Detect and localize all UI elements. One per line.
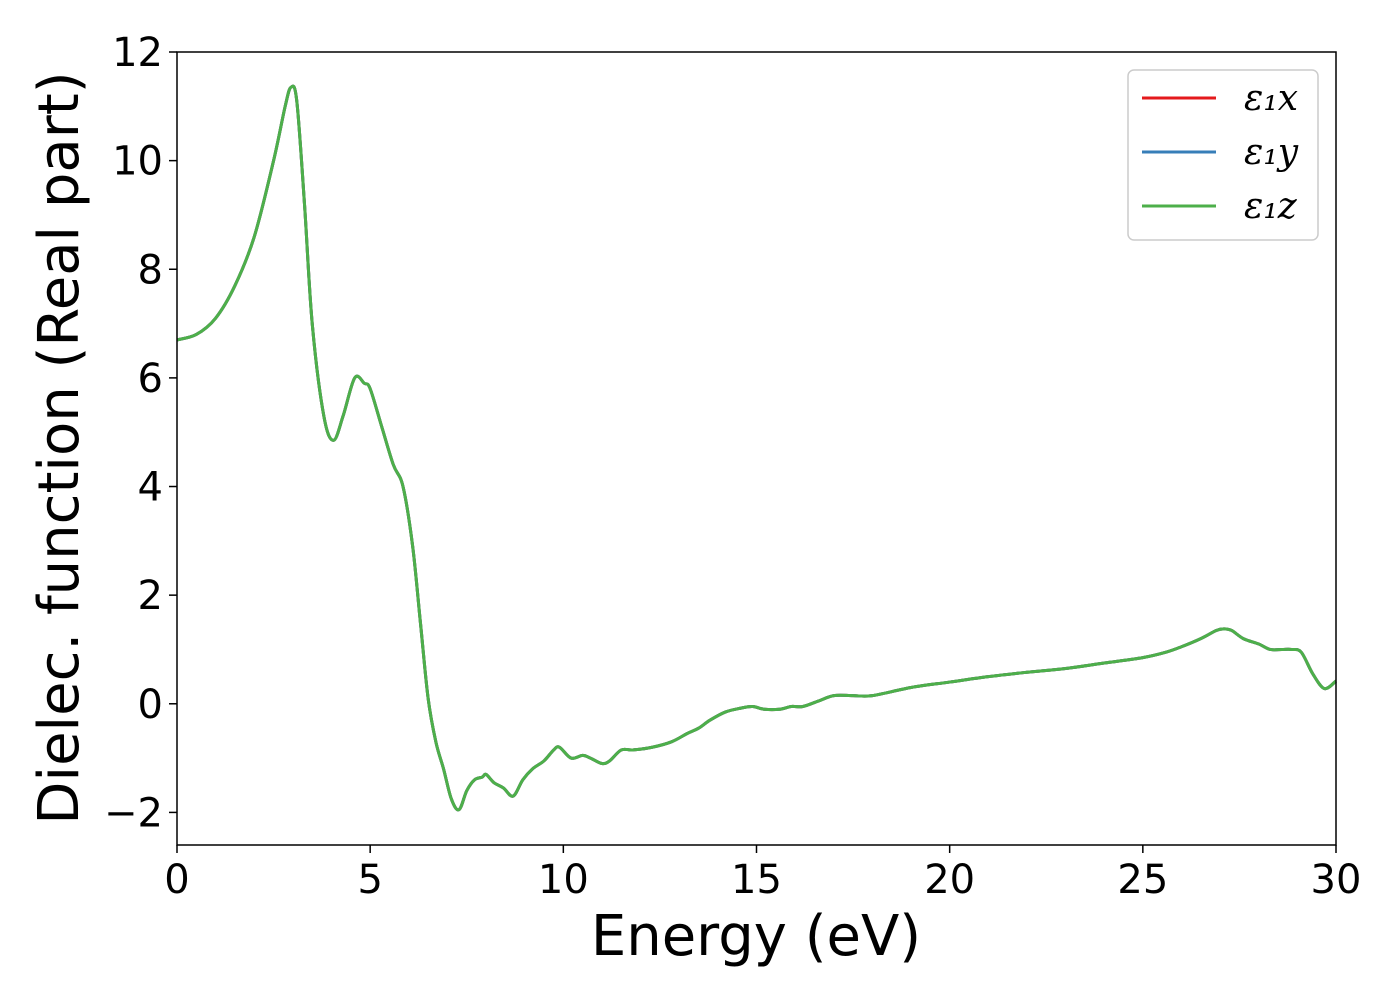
y-tick-label: 0 <box>138 682 163 728</box>
y-tick-label: 4 <box>138 465 163 511</box>
y-tick-label: −2 <box>104 790 163 836</box>
legend-label: ε₁z <box>1244 186 1298 227</box>
y-axis-label: Dielec. function (Real part) <box>27 71 92 824</box>
legend-label: ε₁y <box>1244 132 1299 173</box>
series-line-ε₁z <box>176 84 1337 812</box>
x-tick-label: 5 <box>357 857 382 903</box>
y-tick-label: 12 <box>112 30 163 76</box>
y-tick-label: 10 <box>112 139 163 185</box>
x-axis-label: Energy (eV) <box>591 904 921 969</box>
x-axis-ticks: 0 5 10 15 20 25 30 <box>164 845 1361 903</box>
x-tick-label: 20 <box>924 857 975 903</box>
x-tick-label: 30 <box>1311 857 1362 903</box>
x-tick-label: 0 <box>164 857 189 903</box>
y-tick-label: 8 <box>138 247 163 293</box>
x-tick-label: 25 <box>1117 857 1168 903</box>
x-tick-label: 15 <box>731 857 782 903</box>
legend-box <box>1127 69 1319 241</box>
x-tick-label: 10 <box>538 857 589 903</box>
series-layer <box>176 84 1337 812</box>
legend-label: ε₁x <box>1244 78 1298 119</box>
y-tick-label: 6 <box>138 356 163 402</box>
y-axis-ticks: −2 0 2 4 6 8 10 12 <box>104 30 177 836</box>
y-tick-label: 2 <box>138 573 163 619</box>
legend: ε₁x ε₁y ε₁z <box>1127 69 1319 241</box>
